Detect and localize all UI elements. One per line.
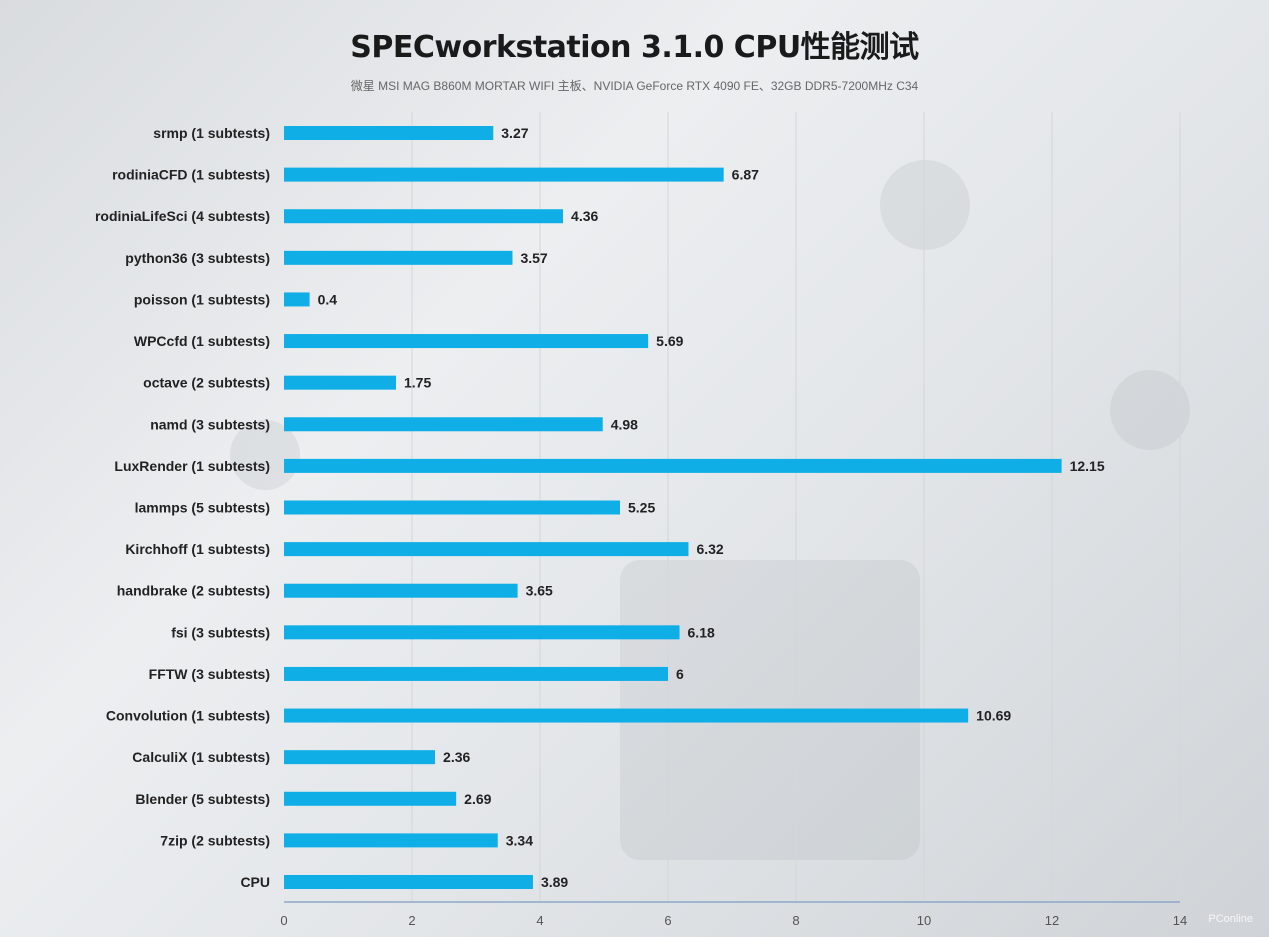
x-tick-label: 6 <box>664 913 671 928</box>
category-label: WPCcfd (1 subtests) <box>134 333 270 349</box>
x-tick-label: 2 <box>408 913 415 928</box>
bar <box>284 458 1062 473</box>
data-label: 12.15 <box>1070 458 1105 474</box>
category-label: Convolution (1 subtests) <box>106 708 270 724</box>
category-label: lammps (5 subtests) <box>135 500 270 516</box>
category-label: poisson (1 subtests) <box>134 291 270 307</box>
bar <box>284 167 724 182</box>
category-label: CPU <box>240 874 270 890</box>
data-label: 4.36 <box>571 208 598 224</box>
bar <box>284 833 498 848</box>
bar <box>284 791 457 806</box>
data-label: 6.18 <box>688 624 715 640</box>
x-tick-label: 0 <box>280 913 287 928</box>
bar <box>284 500 620 515</box>
data-label: 1.75 <box>404 375 431 391</box>
data-label: 3.34 <box>506 832 533 848</box>
category-label: rodiniaLifeSci (4 subtests) <box>95 208 270 224</box>
x-tick-label: 14 <box>1173 913 1187 928</box>
bar <box>284 750 436 765</box>
data-label: 6.87 <box>732 167 759 183</box>
bar <box>284 417 603 432</box>
chart-subtitle: 微星 MSI MAG B860M MORTAR WIFI 主板、NVIDIA G… <box>350 79 919 93</box>
category-label: srmp (1 subtests) <box>153 125 270 141</box>
data-label: 2.36 <box>443 749 470 765</box>
data-label: 3.27 <box>501 125 528 141</box>
bar <box>284 583 518 598</box>
category-label: rodiniaCFD (1 subtests) <box>112 167 270 183</box>
data-label: 3.57 <box>520 250 547 266</box>
x-tick-label: 8 <box>792 913 799 928</box>
data-label: 0.4 <box>318 291 338 307</box>
category-label: handbrake (2 subtests) <box>117 583 270 599</box>
bar <box>284 542 689 557</box>
x-tick-label: 12 <box>1045 913 1059 928</box>
x-tick-label: 10 <box>917 913 931 928</box>
data-label: 6.32 <box>696 541 723 557</box>
data-label: 3.89 <box>541 874 568 890</box>
bar <box>284 250 513 265</box>
data-label: 10.69 <box>976 708 1011 724</box>
bar <box>284 126 494 140</box>
data-label: 2.69 <box>464 791 491 807</box>
x-tick-label: 4 <box>536 913 543 928</box>
category-label: Kirchhoff (1 subtests) <box>125 541 270 557</box>
bar <box>284 625 680 640</box>
category-label: 7zip (2 subtests) <box>160 832 270 848</box>
data-label: 3.65 <box>526 583 553 599</box>
category-label: CalculiX (1 subtests) <box>132 749 270 765</box>
category-label: LuxRender (1 subtests) <box>114 458 270 474</box>
watermark: PConline <box>1208 913 1253 925</box>
bar <box>284 708 969 723</box>
data-label: 5.69 <box>656 333 683 349</box>
category-label: Blender (5 subtests) <box>135 791 270 807</box>
category-label: fsi (3 subtests) <box>171 624 270 640</box>
category-label: octave (2 subtests) <box>143 375 270 391</box>
data-label: 6 <box>676 666 684 682</box>
bar <box>284 875 533 889</box>
bar <box>284 292 310 307</box>
bar <box>284 375 396 390</box>
bar <box>284 209 564 224</box>
bar <box>284 666 668 681</box>
data-label: 4.98 <box>611 416 638 432</box>
data-label: 5.25 <box>628 500 655 516</box>
bar <box>284 334 649 349</box>
category-label: FFTW (3 subtests) <box>149 666 270 682</box>
category-label: python36 (3 subtests) <box>125 250 270 266</box>
chart-title: SPECworkstation 3.1.0 CPU性能测试 <box>350 30 919 65</box>
category-label: namd (3 subtests) <box>150 416 270 432</box>
